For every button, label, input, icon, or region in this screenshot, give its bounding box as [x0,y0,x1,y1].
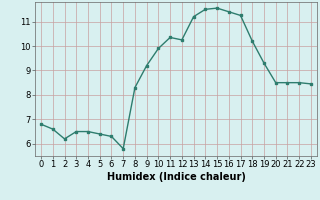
X-axis label: Humidex (Indice chaleur): Humidex (Indice chaleur) [107,172,245,182]
